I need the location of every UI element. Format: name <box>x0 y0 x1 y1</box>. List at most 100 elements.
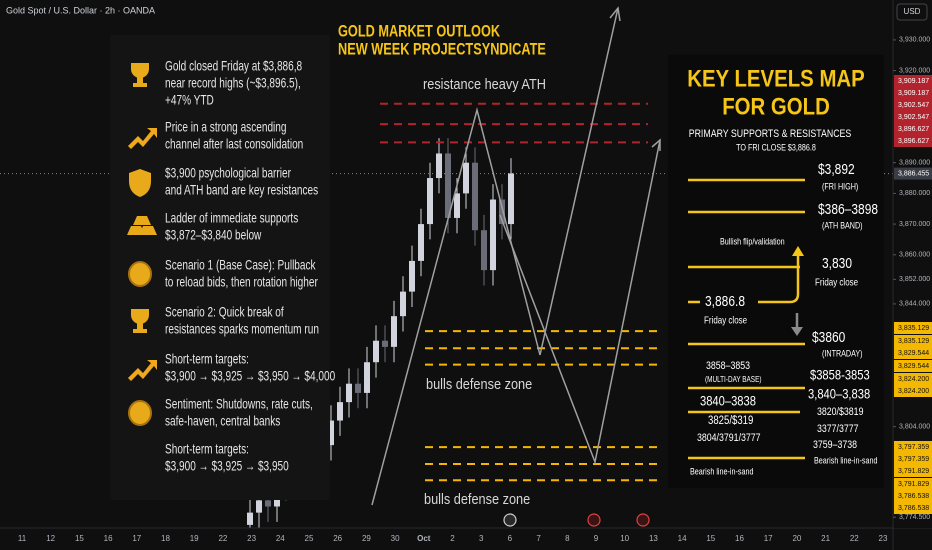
note-text: Scenario 2: Quick break of <box>165 304 284 320</box>
price-axis: USD 3,930.000 3,920.000 3,890.000 3,880.000 3… <box>18 0 932 543</box>
note-text: Short-term targets: <box>165 351 249 367</box>
candle-body <box>454 193 460 218</box>
candle-body <box>391 316 397 347</box>
note-text: resistances sparks momentum run <box>165 321 319 337</box>
level-tag <box>894 453 932 465</box>
icon <box>128 128 157 149</box>
notes-panel <box>110 35 330 500</box>
panel-title: KEY LEVELS MAP <box>687 65 865 92</box>
x-tick-label: 9 <box>594 534 599 543</box>
level-tag-label: 3,797.359 <box>898 456 929 463</box>
note-text: Scenario 1 (Base Case): Pullback <box>165 257 316 273</box>
x-tick-label: 18 <box>161 534 170 543</box>
level-tag <box>894 135 932 147</box>
x-tick-label: 14 <box>678 534 687 543</box>
note-text: Gold closed Friday at $3,886,8 <box>165 58 302 74</box>
x-tick-label: 2 <box>450 534 455 543</box>
x-tick-label: 19 <box>190 534 199 543</box>
candle-body <box>463 162 469 194</box>
x-tick-label: 24 <box>276 534 285 543</box>
icon <box>129 169 151 197</box>
event-icon[interactable] <box>587 513 601 527</box>
level-tag-label: 3,791.829 <box>898 468 929 475</box>
level-tag-label: 3,896.627 <box>898 138 929 145</box>
icon <box>131 309 149 333</box>
y-tick-label: 3,920.000 <box>899 67 930 74</box>
note-text: near record highs (~$3,896.5), <box>165 75 301 91</box>
panel-label: 3,840–3,838 <box>808 387 870 402</box>
level-tag-label: 3,824.200 <box>898 388 929 395</box>
panel-label: 3,830 <box>822 255 852 272</box>
level-tag-label: 3,902.547 <box>898 114 929 121</box>
candle-body <box>256 500 262 513</box>
event-icon[interactable] <box>636 513 650 527</box>
event-icon[interactable] <box>503 513 517 527</box>
level-tag <box>894 478 932 490</box>
panel-subtitle: PRIMARY SUPPORTS & RESISTANCES <box>689 128 852 140</box>
level-tag-label: 3,791.829 <box>898 481 929 488</box>
chart-annotation: bulls defense zone <box>426 375 532 392</box>
projection-arrowhead <box>651 138 661 151</box>
level-tag <box>894 87 932 99</box>
panel-label: (MULTI-DAY BASE) <box>705 374 761 384</box>
panel-arrowhead <box>791 327 803 336</box>
note-text: Ladder of immediate supports <box>165 210 298 226</box>
chart-title: GOLD MARKET OUTLOOK <box>338 22 500 41</box>
x-tick-label: 29 <box>362 534 371 543</box>
x-tick-label: 8 <box>565 534 570 543</box>
level-tag <box>894 75 932 87</box>
panel-label: $3858-3853 <box>810 368 870 383</box>
panel-arrowhead <box>792 246 804 256</box>
level-tag-label: 3,786.538 <box>898 505 929 512</box>
symbol-title: Gold Spot / U.S. Dollar · 2h · OANDA <box>6 5 155 15</box>
level-tag-label: 3,909.187 <box>898 78 929 85</box>
x-tick-label: 21 <box>821 534 830 543</box>
panel-label: (INTRADAY) <box>822 349 863 359</box>
level-tag <box>894 322 932 334</box>
candle-body <box>265 500 271 507</box>
icon <box>131 63 149 87</box>
level-tag-label: 3,896.627 <box>898 126 929 133</box>
x-tick-label: 11 <box>18 534 27 543</box>
level-tag <box>894 441 932 453</box>
level-tag <box>894 490 932 502</box>
panel-label: Bearish line-in-sand <box>690 467 753 477</box>
panel-label: $3860 <box>812 329 846 346</box>
candle-body <box>508 173 514 225</box>
x-tick-label: 15 <box>75 534 84 543</box>
note-text: $3,872–$3,840 below <box>165 227 261 243</box>
note-text: $3,900 → $3,925 → $3,950 <box>165 458 289 474</box>
x-tick-label: 20 <box>792 534 801 543</box>
candle-body <box>247 512 253 525</box>
x-tick-label: 12 <box>46 534 55 543</box>
panel-label: (ATH BAND) <box>822 221 863 231</box>
panel-label: Friday close <box>815 277 858 288</box>
y-tick-label: 3,890.000 <box>899 160 930 167</box>
panel-label: 3377/3777 <box>817 423 859 435</box>
icon <box>128 360 157 381</box>
y-tick-label: 3,860.000 <box>899 252 930 259</box>
level-tag <box>894 335 932 347</box>
candle-body <box>481 230 487 271</box>
key-levels-panel <box>668 55 884 488</box>
level-tag-label: 3,835.129 <box>898 325 929 332</box>
panel-reference: TO FRI CLOSE $3,886.8 <box>736 143 816 153</box>
note-text: Sentiment: Shutdowns, rate cuts, <box>165 396 313 412</box>
level-tag-label: 3,902.547 <box>898 102 929 109</box>
panel-label: $3,892 <box>818 161 855 178</box>
y-tick-label: 3,880.000 <box>899 190 930 197</box>
panel-label: 3820/$3819 <box>817 406 864 418</box>
candle-body <box>382 340 388 347</box>
level-tag <box>894 123 932 135</box>
x-tick-label: Oct <box>417 534 431 543</box>
panel-label: 3825/$319 <box>708 414 753 427</box>
panel-title: FOR GOLD <box>722 93 830 120</box>
y-tick-label: 3,930.000 <box>899 37 930 44</box>
level-tag-label: 3,786.538 <box>898 493 929 500</box>
x-tick-label: 30 <box>391 534 400 543</box>
x-tick-label: 7 <box>536 534 541 543</box>
icon <box>128 261 152 287</box>
candle-body <box>472 162 478 231</box>
level-tag-label: 3,909.187 <box>898 90 929 97</box>
